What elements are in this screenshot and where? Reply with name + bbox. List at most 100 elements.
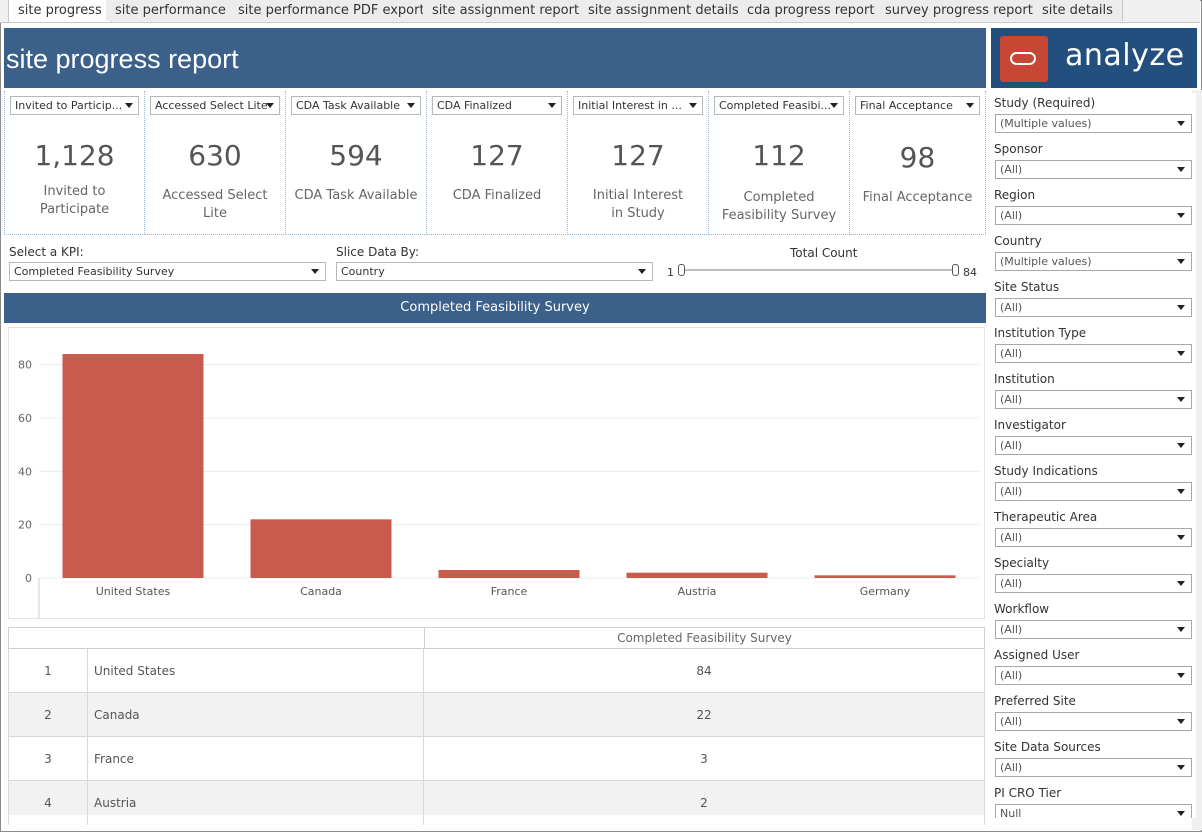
filter-dropdown[interactable]: (All): [995, 758, 1192, 777]
filter-investigator: Investigator (All): [994, 415, 1192, 461]
table-row[interactable]: 4 Austria 2: [8, 781, 985, 825]
kpi-value: 630: [188, 139, 242, 172]
row-value: 22: [424, 693, 985, 737]
kpi-value: 127: [470, 139, 524, 172]
kpi-tile: Initial Interest in ... 127 Initial Inte…: [568, 91, 709, 235]
y-tick-label: 60: [18, 412, 32, 425]
kpi-label: CDA Task Available: [294, 188, 418, 203]
filter-sponsor: Sponsor (All): [994, 139, 1192, 185]
tab-site-performance-pdf-export[interactable]: site performance PDF export: [229, 0, 435, 21]
filter-dropdown[interactable]: (All): [995, 574, 1192, 593]
dropdown-arrow-icon: [125, 103, 133, 108]
kpi-select[interactable]: Final Acceptance: [855, 96, 980, 115]
tab-site-assignment-report[interactable]: site assignment report: [423, 0, 590, 21]
kpi-value: 127: [611, 139, 665, 172]
filter-value: Null: [1000, 807, 1022, 818]
filter-value: (All): [1000, 163, 1023, 176]
slice-dropdown[interactable]: Country: [336, 262, 653, 281]
bar: [438, 570, 580, 578]
filter-dropdown[interactable]: (All): [995, 712, 1192, 731]
y-tick-label: 0: [25, 572, 32, 585]
filter-dropdown[interactable]: (All): [995, 528, 1192, 547]
kpi-select[interactable]: Initial Interest in ...: [573, 96, 703, 115]
table-row[interactable]: 1 United States 84: [8, 649, 985, 693]
filter-dropdown[interactable]: (All): [995, 298, 1192, 317]
kpi-value: 98: [899, 141, 936, 174]
filter-dropdown[interactable]: (All): [995, 482, 1192, 501]
kpi-select[interactable]: CDA Task Available: [291, 96, 421, 115]
kpi-select[interactable]: Accessed Select Lite: [150, 96, 280, 115]
dropdown-arrow-icon: [1177, 305, 1185, 310]
row-value: 2: [424, 781, 985, 825]
filter-dropdown[interactable]: Null: [995, 804, 1192, 818]
filter-dropdown[interactable]: (All): [995, 390, 1192, 409]
kpi-label: CDA Finalized: [452, 188, 542, 203]
row-rank: 1: [8, 649, 88, 693]
filter-dropdown[interactable]: (All): [995, 344, 1192, 363]
kpi-tile: Accessed Select Lite 630 Accessed Select…: [145, 91, 286, 235]
filter-assigned-user: Assigned User (All): [994, 645, 1192, 691]
bar: [250, 519, 392, 578]
kpi-select[interactable]: Invited to Particip...: [10, 96, 139, 115]
tab-site-assignment-details[interactable]: site assignment details: [579, 0, 749, 21]
kpi-select[interactable]: Completed Feasibi...: [714, 96, 844, 115]
row-country: Canada: [88, 693, 424, 737]
filter-label: Country: [994, 234, 1042, 248]
tab-site-details[interactable]: site details: [1033, 0, 1123, 21]
total-count-slider[interactable]: [681, 269, 957, 271]
slider-min-handle[interactable]: [678, 264, 685, 276]
dropdown-arrow-icon: [1177, 765, 1185, 770]
tab-site-performance[interactable]: site performance: [106, 0, 236, 21]
filters-scrollbar[interactable]: [1192, 90, 1202, 830]
filter-dropdown[interactable]: (All): [995, 160, 1192, 179]
filter-study-indications: Study Indications (All): [994, 461, 1192, 507]
kpi-dropdown[interactable]: Completed Feasibility Survey: [9, 262, 326, 281]
dropdown-arrow-icon: [966, 103, 974, 108]
filter-label: Institution: [994, 372, 1055, 386]
filter-label: Investigator: [994, 418, 1066, 432]
tab-cda-progress-report[interactable]: cda progress report: [738, 0, 885, 21]
dropdown-arrow-icon: [1177, 351, 1185, 356]
tab-site-progress[interactable]: site progress: [8, 0, 112, 22]
table-row[interactable]: 3 France 3: [8, 737, 985, 781]
filter-value: (Multiple values): [1000, 255, 1092, 268]
filter-label: Specialty: [994, 556, 1050, 570]
filter-value: (All): [1000, 531, 1023, 544]
filter-dropdown[interactable]: (Multiple values): [995, 114, 1192, 133]
x-tick-label: France: [491, 585, 528, 598]
filter-dropdown[interactable]: (All): [995, 436, 1192, 455]
filter-label: Study (Required): [994, 96, 1096, 110]
filter-dropdown[interactable]: (All): [995, 206, 1192, 225]
slider-max-handle[interactable]: [952, 264, 959, 276]
dropdown-arrow-icon: [1177, 627, 1185, 632]
brand-name: analyze: [1065, 38, 1185, 73]
y-tick-label: 20: [18, 519, 32, 532]
filter-label: Therapeutic Area: [994, 510, 1098, 524]
kpi-label: Final Acceptance: [862, 190, 973, 205]
filter-label: Workflow: [994, 602, 1050, 616]
filter-label: PI CRO Tier: [994, 786, 1062, 800]
filter-panel: Study (Required) (Multiple values) Sponsor…: [990, 93, 1196, 818]
kpi-select[interactable]: CDA Finalized: [432, 96, 562, 115]
filter-dropdown[interactable]: (All): [995, 666, 1192, 685]
tab-survey-progress-report[interactable]: survey progress report: [876, 0, 1043, 21]
slider-max-value: 84: [963, 266, 977, 279]
filter-value: (All): [1000, 301, 1023, 314]
dropdown-arrow-icon: [689, 103, 697, 108]
dropdown-arrow-icon: [1177, 259, 1185, 264]
kpi-value: 594: [329, 139, 383, 172]
filter-value: (Multiple values): [1000, 117, 1092, 130]
filter-label: Preferred Site: [994, 694, 1076, 708]
filter-preferred-site: Preferred Site (All): [994, 691, 1192, 737]
table-header-blank: [8, 627, 425, 649]
filter-label: Site Status: [994, 280, 1060, 294]
kpi-row: Invited to Particip... 1,128 Invited to …: [4, 91, 986, 235]
filter-dropdown[interactable]: (Multiple values): [995, 252, 1192, 271]
filter-label: Region: [994, 188, 1036, 202]
filter-therapeutic-area: Therapeutic Area (All): [994, 507, 1192, 553]
filter-value: (All): [1000, 669, 1023, 682]
table-row[interactable]: 2 Canada 22: [8, 693, 985, 737]
filter-dropdown[interactable]: (All): [995, 620, 1192, 639]
row-rank: 3: [8, 737, 88, 781]
filter-label: Site Data Sources: [994, 740, 1101, 754]
